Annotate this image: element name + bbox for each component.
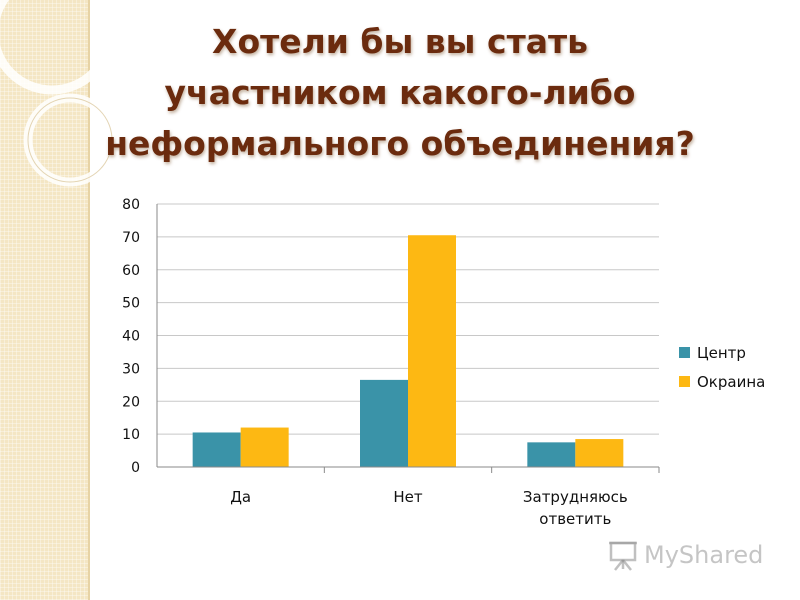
y-tick-label: 10 <box>122 427 140 443</box>
bar-Центр-Да <box>192 432 241 467</box>
legend: Центр Окраина <box>679 344 765 391</box>
bar-Окраина-Да <box>240 427 289 467</box>
y-tick-label: 70 <box>122 230 140 246</box>
bar-Центр-Затрудняюсь ответить <box>527 442 576 467</box>
x-category-label: Нет <box>393 488 423 506</box>
legend-swatch <box>679 347 690 358</box>
chart-title: Хотели бы вы стать участником какого-либ… <box>105 22 695 163</box>
x-category-label: Да <box>230 488 251 506</box>
y-tick-label: 60 <box>122 263 140 279</box>
y-tick-label: 0 <box>131 460 140 476</box>
legend-label: Окраина <box>697 373 765 391</box>
y-tick-label: 40 <box>122 329 140 345</box>
bar-Окраина-Затрудняюсь ответить <box>575 439 624 467</box>
watermark-text: MyShared <box>644 541 764 569</box>
x-category-label: ответить <box>539 510 611 528</box>
legend-label: Центр <box>697 344 746 362</box>
watermark: MyShared <box>608 538 763 572</box>
axes: 0 10 20 30 40 50 60 70 80 Да Нет Затрудняюсь ответит… <box>122 197 660 528</box>
y-tick-label: 50 <box>122 296 140 312</box>
legend-swatch <box>679 376 690 387</box>
y-tick-label: 30 <box>122 361 140 377</box>
bars <box>192 235 624 467</box>
decorative-circles <box>0 0 117 187</box>
y-tick-label: 80 <box>122 197 140 213</box>
y-tick-label: 20 <box>122 394 140 410</box>
presentation-board-icon <box>609 541 637 571</box>
bar-Окраина-Нет <box>408 235 456 467</box>
bar-Центр-Нет <box>360 379 408 467</box>
x-category-label: Затрудняюсь <box>523 488 628 506</box>
